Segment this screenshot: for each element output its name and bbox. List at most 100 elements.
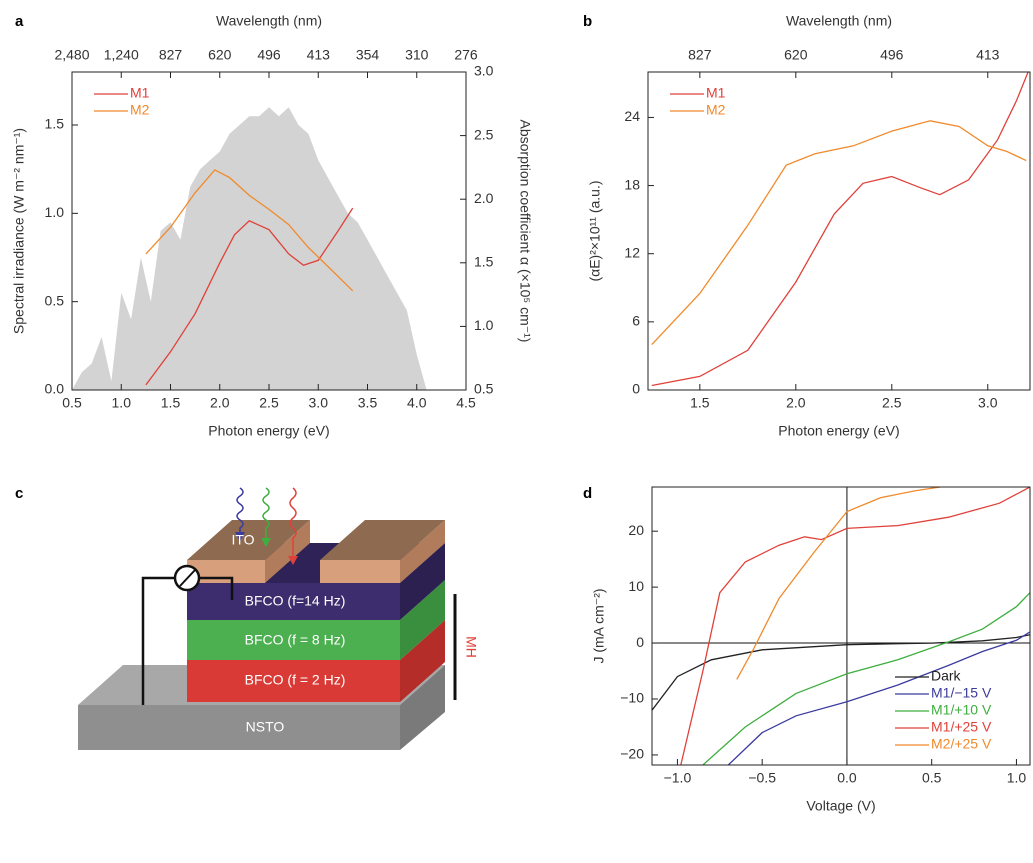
- plot-frame: [651, 486, 1031, 766]
- legend-label: M1: [706, 85, 726, 101]
- y-tick-label: 10: [628, 578, 644, 594]
- x-tick-label: 1.5: [690, 395, 710, 411]
- y2-tick-label: 2.0: [474, 190, 494, 206]
- layer-label: BFCO (f=14 Hz): [245, 593, 346, 609]
- y-tick-label: 0.0: [45, 381, 65, 397]
- x-tick-label: 3.5: [358, 395, 378, 411]
- ito-side: [400, 520, 445, 583]
- legend-label: M2: [130, 102, 150, 118]
- x-tick-label: 2.5: [882, 395, 902, 411]
- y-axis-label: J (mA cm⁻²): [591, 588, 607, 663]
- ito-front: [320, 560, 400, 583]
- substrate-label: NSTO: [246, 719, 285, 735]
- top-tick-label: 827: [688, 47, 712, 63]
- y-tick-label: 6: [632, 313, 640, 329]
- light-green: [262, 487, 270, 546]
- y-axis-label: Spectral irradiance (W m⁻² nm⁻¹): [11, 128, 27, 334]
- layer-green: [187, 620, 400, 660]
- x-tick-label: 2.5: [259, 395, 279, 411]
- top-tick-label: 1,240: [104, 47, 139, 63]
- meter-needle: [179, 569, 196, 587]
- y-tick-label: 0: [632, 381, 640, 397]
- x-tick-label: 3.0: [978, 395, 998, 411]
- top-tick-label: 354: [356, 47, 380, 63]
- light-blue: [236, 487, 244, 540]
- y-tick-label: 1.5: [45, 116, 65, 132]
- top-tick-label: 413: [307, 47, 331, 63]
- series-line: [651, 72, 1029, 387]
- x-tick-label: 1.5: [161, 395, 181, 411]
- legend-label: M2/+25 V: [931, 736, 992, 752]
- top-tick-label: 496: [257, 47, 281, 63]
- top-tick-label: 620: [208, 47, 232, 63]
- wire: [199, 576, 234, 600]
- arrow-head: [235, 532, 245, 541]
- top-axis-label: Wavelength (nm): [216, 13, 322, 29]
- y-tick-label: 12: [624, 244, 640, 260]
- y2-tick-label: 1.5: [474, 254, 494, 270]
- top-tick-label: 310: [405, 47, 429, 63]
- arrow-head: [261, 538, 271, 547]
- x-tick-label: 1.0: [112, 395, 132, 411]
- x-tick-label: 4.5: [456, 395, 476, 411]
- top-tick-label: 413: [976, 47, 1000, 63]
- y2-tick-label: 1.0: [474, 317, 494, 333]
- ito-top: [320, 520, 445, 560]
- x-tick-label: 3.0: [309, 395, 329, 411]
- panel-label: a: [15, 13, 24, 30]
- y-tick-label: 24: [624, 108, 640, 124]
- top-tick-label: 276: [454, 47, 478, 63]
- series-line: [651, 120, 1027, 346]
- series-line: [652, 634, 1030, 711]
- legend-label: M1: [130, 85, 150, 101]
- x-tick-label: −1.0: [664, 770, 692, 786]
- top-tick-label: 620: [784, 47, 808, 63]
- layer-purple-side: [400, 543, 445, 620]
- y-tick-label: −10: [620, 690, 644, 706]
- x-tick-label: 0.0: [837, 770, 857, 786]
- y-tick-label: 0.5: [45, 292, 65, 308]
- y2-tick-label: 0.5: [474, 381, 494, 397]
- x-axis-label: Voltage (V): [806, 798, 875, 814]
- x-tick-label: −0.5: [748, 770, 776, 786]
- legend-label: M2: [706, 102, 726, 118]
- layer-purple: [187, 583, 400, 620]
- plot-frame: [647, 71, 1031, 391]
- wire: [141, 576, 175, 705]
- y-tick-label: 20: [628, 522, 644, 538]
- legend-label: M1/−15 V: [931, 685, 992, 701]
- bracket-label: MH: [463, 636, 479, 658]
- series-line: [145, 169, 354, 292]
- panel-label: c: [15, 485, 23, 502]
- y-tick-label: −20: [620, 746, 644, 762]
- series-line: [702, 592, 1030, 765]
- series-line: [736, 487, 941, 680]
- legend-label: M1/+10 V: [931, 702, 992, 718]
- arrow-head: [288, 556, 298, 565]
- x-tick-label: 2.0: [786, 395, 806, 411]
- device-diagram: ITO BFCO (f=14 Hz) BFCO (f = 8 Hz) BFCO …: [78, 487, 479, 750]
- substrate-front: [78, 705, 400, 750]
- ito-top: [187, 520, 310, 560]
- series-line: [145, 207, 354, 386]
- layer-label: BFCO (f = 8 Hz): [245, 632, 346, 648]
- top-tick-label: 496: [880, 47, 904, 63]
- layer-red: [187, 660, 400, 702]
- legend-label: M1/+25 V: [931, 719, 992, 735]
- substrate-side: [400, 665, 445, 750]
- x-tick-label: 0.5: [62, 395, 82, 411]
- layer-red-side: [400, 620, 445, 702]
- panel-label: b: [583, 13, 592, 30]
- y2-tick-label: 3.0: [474, 63, 494, 79]
- irradiance-area: [72, 107, 427, 390]
- y2-tick-label: 2.5: [474, 126, 494, 142]
- ito-side: [265, 520, 310, 583]
- legend-label: Dark: [931, 668, 962, 684]
- x-tick-label: 1.0: [1007, 770, 1027, 786]
- layer-label: BFCO (f = 2 Hz): [245, 672, 346, 688]
- top-tick-label: 2,480: [54, 47, 89, 63]
- layer-green-side: [400, 580, 445, 660]
- top-tick-label: 827: [159, 47, 183, 63]
- x-tick-label: 4.0: [407, 395, 427, 411]
